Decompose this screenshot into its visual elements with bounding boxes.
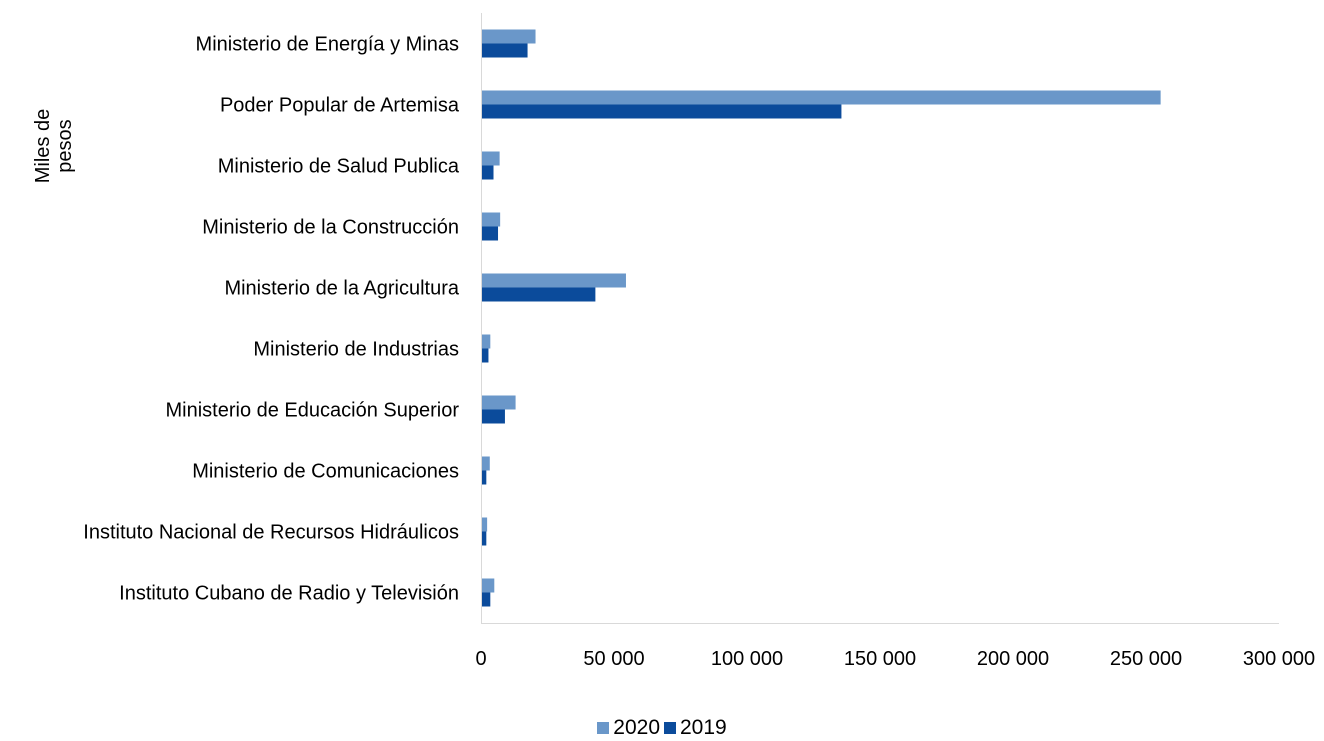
bar-2019 (481, 470, 487, 485)
category-label: Ministerio de Energía y Minas (196, 34, 459, 56)
legend-label: 2020 (613, 716, 660, 739)
bar-2020 (481, 273, 626, 288)
category-label: Ministerio de la Construcción (202, 217, 459, 239)
category-label: Ministerio de la Agricultura (224, 278, 459, 300)
bar-2020 (481, 90, 1161, 105)
x-tick-label: 50 000 (583, 648, 644, 670)
bar-2019 (481, 43, 528, 58)
bar-2020 (481, 29, 536, 44)
bar-2020 (481, 456, 490, 471)
legend-swatch (664, 722, 676, 734)
x-tick-label: 200 000 (977, 648, 1049, 670)
bar-2019 (481, 409, 505, 424)
bar-2020 (481, 334, 491, 349)
category-labels: Ministerio de Energía y Minas Poder Popul… (83, 34, 460, 605)
x-tick-label: 300 000 (1243, 648, 1315, 670)
category-label: Poder Popular de Artemisa (220, 95, 460, 117)
category-label: Ministerio de Educación Superior (166, 400, 460, 422)
category-label: Ministerio de Salud Publica (218, 156, 460, 178)
x-tick-label: 150 000 (844, 648, 916, 670)
bar-2019 (481, 226, 499, 241)
bar-2019 (481, 531, 487, 546)
x-tick-label: 0 (475, 648, 486, 670)
y-axis-title: Miles depesos (32, 109, 76, 183)
bars (481, 29, 1161, 607)
axes (481, 13, 1279, 624)
bar-chart: Miles depesos Ministerio de Energía y Mi… (32, 13, 1315, 670)
category-label: Instituto Cubano de Radio y Televisión (119, 583, 459, 605)
bar-2019 (481, 104, 842, 119)
category-label: Ministerio de Comunicaciones (192, 461, 459, 483)
bar-2020 (481, 151, 500, 166)
legend-label: 2019 (680, 716, 727, 739)
category-label: Ministerio de Industrias (253, 339, 459, 361)
category-label: Instituto Nacional de Recursos Hidráulic… (83, 522, 459, 544)
bar-2020 (481, 578, 495, 593)
legend-swatch (597, 722, 610, 734)
y-axis-title-text: Miles depesos (32, 109, 76, 183)
bar-2020 (481, 212, 501, 227)
bar-2019 (481, 287, 596, 302)
legend-item-2020: 2020 (597, 716, 660, 740)
bar-2019 (481, 592, 491, 607)
x-tick-labels: 0 50 000 100 000 150 000 200 000 250 000 300 0… (475, 648, 1315, 670)
x-tick-label: 100 000 (711, 648, 783, 670)
bar-2020 (481, 395, 516, 410)
bar-2019 (481, 165, 494, 180)
legend-item-2019: 2019 (664, 716, 727, 740)
x-tick-label: 250 000 (1110, 648, 1182, 670)
bar-2020 (481, 517, 488, 532)
legend: 2020 2019 (0, 716, 1324, 740)
bar-2019 (481, 348, 489, 363)
